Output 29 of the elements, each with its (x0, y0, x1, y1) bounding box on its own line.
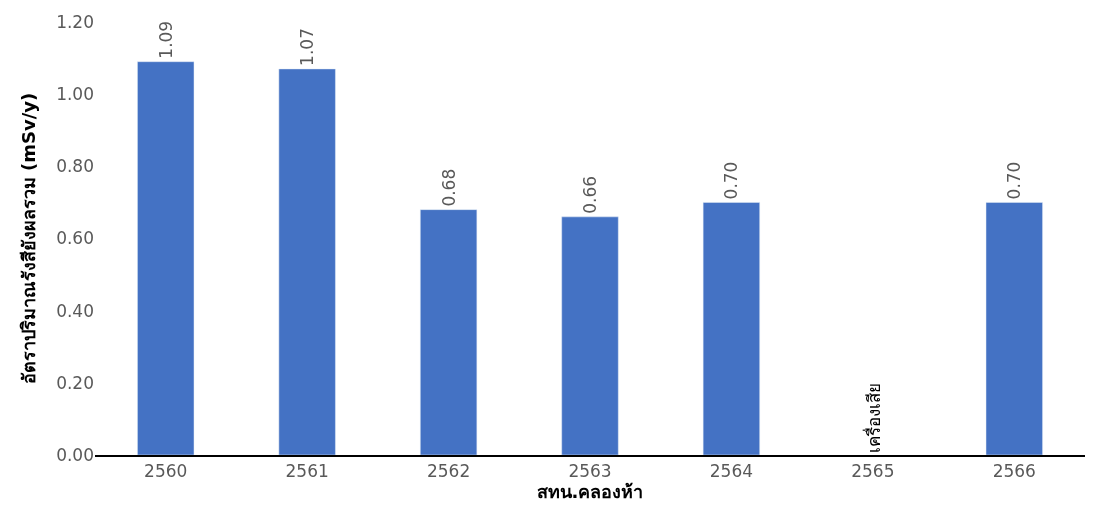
data-label: 1.09 (155, 20, 176, 59)
y-tick-label: 0.40 (56, 300, 94, 321)
bar (278, 68, 336, 455)
x-tick-label: 2562 (426, 461, 471, 482)
y-axis-title: อัตราปริมาณรังสียังผลรวม (mSv/y) (18, 92, 40, 385)
x-tick-label: 2561 (285, 461, 329, 482)
data-label: 0.70 (721, 161, 742, 200)
annotation: เครื่องเสีย (861, 382, 884, 453)
data-label: 0.66 (580, 175, 600, 214)
y-tick-label: 0.60 (56, 228, 94, 249)
y-tick-label: 0.80 (56, 156, 94, 177)
bar (137, 61, 195, 455)
data-label: 0.70 (1004, 161, 1025, 200)
x-tick-label: 2563 (568, 461, 612, 482)
x-tick-label: 2560 (144, 461, 188, 482)
y-tick-label: 1.00 (56, 84, 94, 105)
bar (561, 216, 619, 455)
y-tick-label: 0.00 (56, 444, 94, 465)
x-axis-title: สทน.คลองห้า (536, 481, 644, 503)
bar (985, 202, 1043, 455)
bar (702, 202, 760, 455)
data-label: 0.68 (438, 168, 459, 207)
bar (420, 209, 478, 455)
data-label: 1.07 (297, 28, 318, 66)
x-tick-label: 2564 (709, 461, 754, 482)
y-tick-label: 1.20 (56, 11, 94, 32)
x-tick-label: 2565 (851, 461, 895, 482)
x-tick-label: 2566 (992, 461, 1036, 482)
y-tick-label: 0.20 (56, 372, 94, 393)
